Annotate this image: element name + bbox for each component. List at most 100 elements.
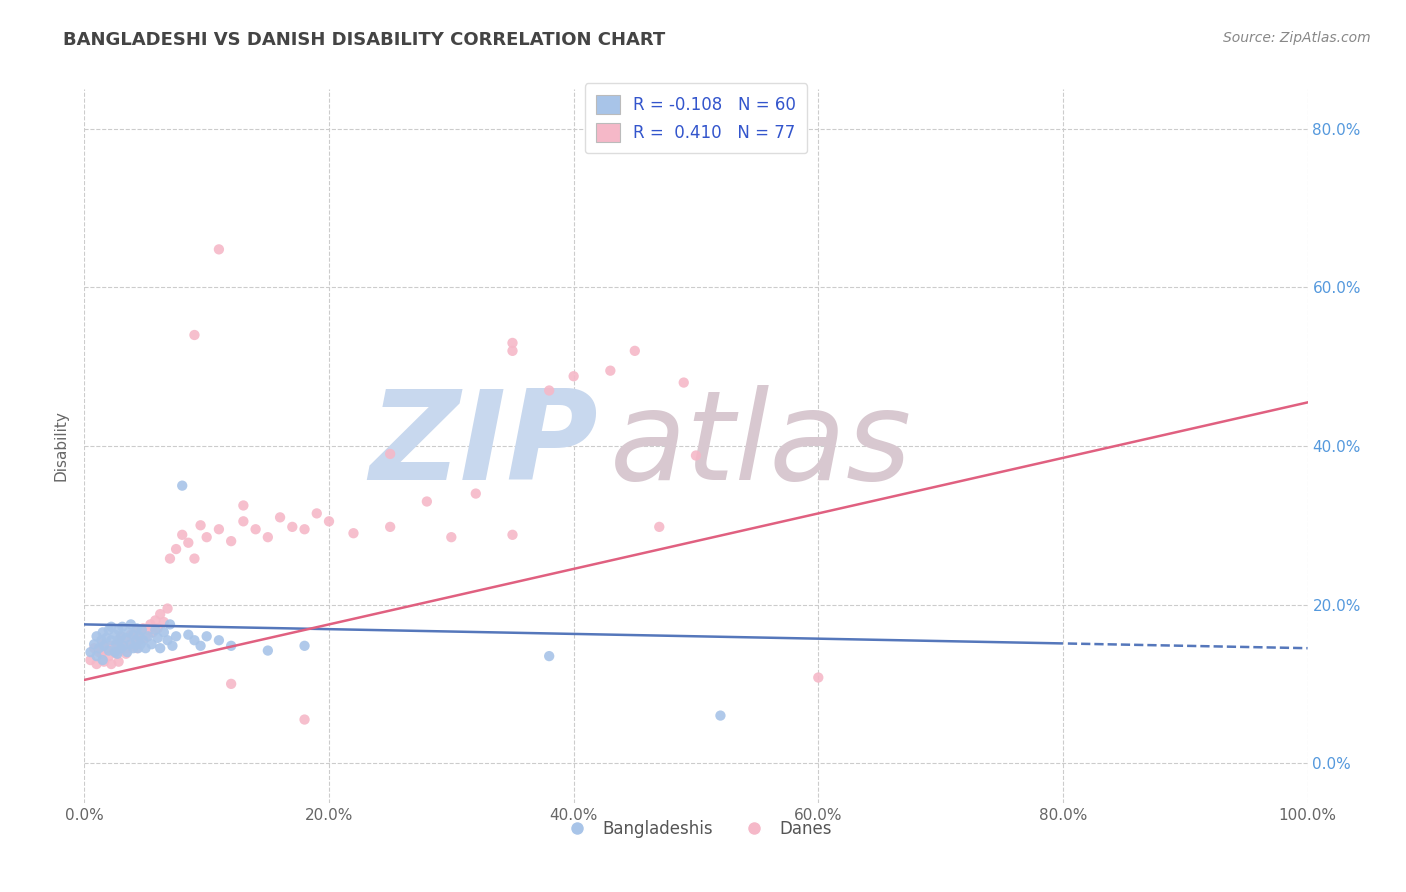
Point xyxy=(177,628,200,642)
Point xyxy=(104,645,127,659)
Point xyxy=(90,647,112,661)
Point xyxy=(131,623,153,637)
Text: ZIP: ZIP xyxy=(370,385,598,507)
Point xyxy=(538,649,561,664)
Point xyxy=(87,645,110,659)
Point xyxy=(294,639,316,653)
Point xyxy=(165,542,187,557)
Point xyxy=(115,645,138,659)
Point xyxy=(183,633,205,648)
Point xyxy=(79,653,101,667)
Point xyxy=(90,633,112,648)
Point xyxy=(86,629,108,643)
Text: atlas: atlas xyxy=(610,385,912,507)
Point xyxy=(122,641,145,656)
Point xyxy=(105,637,128,651)
Point xyxy=(153,615,176,629)
Point xyxy=(624,343,647,358)
Point xyxy=(115,633,138,648)
Point xyxy=(143,614,166,628)
Point xyxy=(129,625,152,640)
Point xyxy=(502,343,524,358)
Point xyxy=(245,522,267,536)
Point xyxy=(183,551,205,566)
Point xyxy=(110,643,132,657)
Point xyxy=(107,633,129,648)
Point xyxy=(257,530,280,544)
Point xyxy=(294,522,316,536)
Point xyxy=(464,486,486,500)
Point xyxy=(112,639,135,653)
Point xyxy=(117,641,139,656)
Point xyxy=(120,637,142,651)
Point xyxy=(195,530,218,544)
Point xyxy=(502,335,524,350)
Point xyxy=(87,641,110,656)
Point xyxy=(156,601,179,615)
Point xyxy=(91,637,114,651)
Point xyxy=(562,369,585,384)
Point xyxy=(305,507,328,521)
Point xyxy=(190,518,212,533)
Point xyxy=(122,639,145,653)
Point xyxy=(232,514,254,528)
Point xyxy=(83,641,105,656)
Point xyxy=(294,713,316,727)
Point xyxy=(135,631,157,645)
Point xyxy=(142,625,165,640)
Point xyxy=(125,631,148,645)
Point xyxy=(709,708,731,723)
Point xyxy=(648,520,671,534)
Point xyxy=(141,637,163,651)
Point xyxy=(83,637,105,651)
Point xyxy=(135,641,157,656)
Point xyxy=(112,639,135,653)
Point xyxy=(269,510,291,524)
Point xyxy=(208,243,231,257)
Point xyxy=(127,641,149,656)
Point xyxy=(120,617,142,632)
Point xyxy=(129,637,152,651)
Point xyxy=(143,623,166,637)
Point xyxy=(672,376,695,390)
Point xyxy=(159,551,181,566)
Point xyxy=(93,655,115,669)
Point xyxy=(97,623,120,637)
Point xyxy=(132,633,155,648)
Point xyxy=(111,620,134,634)
Point xyxy=(97,649,120,664)
Point xyxy=(502,528,524,542)
Point xyxy=(100,657,122,671)
Point xyxy=(110,641,132,656)
Legend: Bangladeshis, Danes: Bangladeshis, Danes xyxy=(554,814,838,845)
Point xyxy=(115,631,138,645)
Point xyxy=(104,645,127,659)
Point xyxy=(100,633,122,648)
Point xyxy=(219,639,242,653)
Y-axis label: Disability: Disability xyxy=(53,410,69,482)
Point xyxy=(685,449,707,463)
Point xyxy=(146,621,169,635)
Point xyxy=(149,607,172,621)
Point xyxy=(156,633,179,648)
Point xyxy=(183,328,205,343)
Point xyxy=(110,629,132,643)
Point xyxy=(172,478,194,492)
Point xyxy=(91,625,114,640)
Text: BANGLADESHI VS DANISH DISABILITY CORRELATION CHART: BANGLADESHI VS DANISH DISABILITY CORRELA… xyxy=(63,31,665,49)
Point xyxy=(190,639,212,653)
Point xyxy=(86,649,108,664)
Point xyxy=(105,637,128,651)
Point xyxy=(107,655,129,669)
Point xyxy=(149,641,172,656)
Point xyxy=(172,528,194,542)
Point xyxy=(105,647,128,661)
Point xyxy=(100,639,122,653)
Point xyxy=(128,633,150,648)
Point xyxy=(208,633,231,648)
Point xyxy=(110,629,132,643)
Point xyxy=(380,447,402,461)
Point xyxy=(100,620,122,634)
Point xyxy=(122,628,145,642)
Point xyxy=(208,522,231,536)
